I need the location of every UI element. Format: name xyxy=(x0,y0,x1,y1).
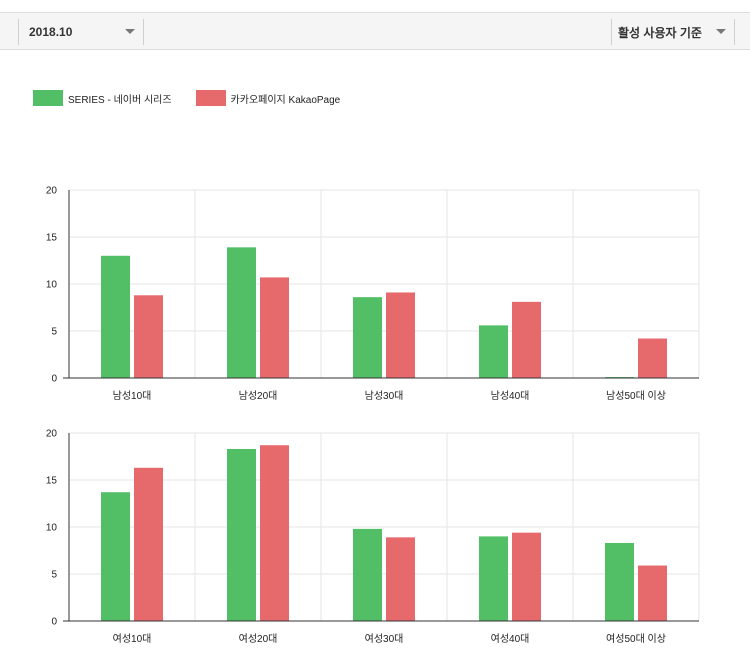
chart2-category-label: 여성50대 이상 xyxy=(606,633,666,645)
chart2-bar-series-3 xyxy=(353,528,382,621)
chart2-bar-kakaopage-4 xyxy=(512,532,541,621)
chart1-category-label: 남성10대 xyxy=(113,390,152,402)
period-dropdown-icon xyxy=(125,29,135,34)
legend-item-kakaopage[interactable]: 카카오페이지 KakaoPage xyxy=(195,90,341,106)
legend-label-kakaopage: 카카오페이지 KakaoPage xyxy=(230,94,341,106)
top-strip xyxy=(0,0,750,12)
chart2-category-label: 여성20대 xyxy=(239,633,278,645)
chart1-category-label: 남성40대 xyxy=(491,390,530,402)
chart2-bar-series-4 xyxy=(479,536,508,621)
chart2-y-tick-label: 15 xyxy=(46,476,58,487)
chart1-y-tick-label: 15 xyxy=(46,233,58,244)
chart2-bar-series-5 xyxy=(605,542,634,621)
chart1-bar-kakaopage-5 xyxy=(638,338,667,378)
chart2-category-label: 여성10대 xyxy=(113,633,152,645)
chart1-y-tick-label: 20 xyxy=(46,186,58,197)
chart2-y-tick-label: 5 xyxy=(51,570,57,581)
chart1-bar-series-2 xyxy=(227,247,256,378)
chart1-y-tick-label: 0 xyxy=(51,374,57,385)
chart-legend: SERIES - 네이버 시리즈 카카오페이지 KakaoPage xyxy=(33,90,364,106)
chart1-category-label: 남성30대 xyxy=(365,390,404,402)
chart2-bar-kakaopage-3 xyxy=(386,537,415,621)
period-select-label: 2018.10 xyxy=(29,25,73,39)
chart2-category-label: 여성30대 xyxy=(365,633,404,645)
chart1-bar-kakaopage-4 xyxy=(512,301,541,378)
chart1-bar-kakaopage-1 xyxy=(134,295,163,378)
filter-bar: 2018.10 활성 사용자 기준 xyxy=(0,12,750,50)
chart2-bar-series-2 xyxy=(227,448,256,621)
chart2-y-tick-label: 20 xyxy=(46,429,58,440)
chart1-bar-series-1 xyxy=(101,255,130,378)
chart1-category-label: 남성50대 이상 xyxy=(606,390,666,402)
chart1-bar-kakaopage-3 xyxy=(386,292,415,378)
period-select[interactable]: 2018.10 xyxy=(18,19,144,45)
basis-dropdown-icon xyxy=(716,29,726,34)
legend-swatch-kakaopage xyxy=(195,90,226,106)
chart2-bar-kakaopage-2 xyxy=(260,445,289,621)
chart2-y-tick-label: 10 xyxy=(46,523,58,534)
chart2-bar-kakaopage-5 xyxy=(638,565,667,621)
chart2-category-label: 여성40대 xyxy=(491,633,530,645)
chart1-category-label: 남성20대 xyxy=(239,390,278,402)
legend-swatch-series xyxy=(33,90,63,106)
legend-label-series: SERIES - 네이버 시리즈 xyxy=(68,94,172,106)
chart1-y-tick-label: 10 xyxy=(46,280,58,291)
chart1-bar-series-4 xyxy=(479,325,508,378)
legend-item-series[interactable]: SERIES - 네이버 시리즈 xyxy=(33,90,172,106)
chart2-bar-series-1 xyxy=(101,492,130,621)
chart2-y-tick-label: 0 xyxy=(51,617,57,628)
basis-select[interactable]: 활성 사용자 기준 xyxy=(611,19,735,45)
basis-select-label: 활성 사용자 기준 xyxy=(618,25,702,40)
chart1-y-tick-label: 5 xyxy=(51,327,57,338)
chart1-bar-kakaopage-2 xyxy=(260,277,289,378)
chart2-bar-kakaopage-1 xyxy=(134,467,163,621)
chart1-bar-series-3 xyxy=(353,297,382,378)
